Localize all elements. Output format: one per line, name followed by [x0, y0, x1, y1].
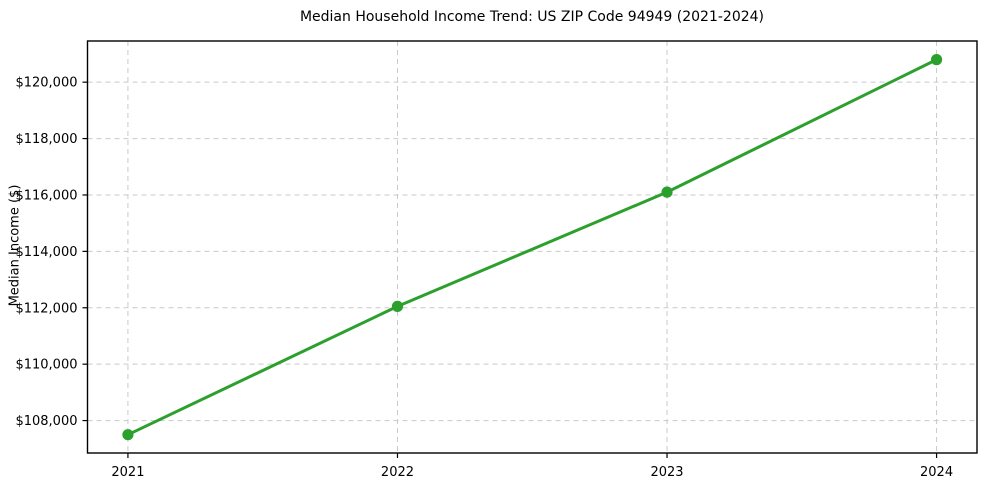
y-tick-label: $114,000 — [15, 245, 77, 260]
data-point-2023 — [661, 186, 673, 198]
x-tick-label: 2024 — [920, 465, 953, 480]
trend-line — [126, 58, 939, 437]
plot-border — [86, 40, 978, 454]
x-tick-label: 2021 — [111, 465, 144, 480]
data-point-2024 — [930, 54, 943, 66]
y-tick-label: $116,000 — [15, 188, 77, 203]
y-tick-label: $108,000 — [15, 414, 77, 429]
x-tick-label: 2023 — [650, 465, 683, 480]
chart-title: Median Household Income Trend: US ZIP Co… — [299, 9, 765, 25]
y-tick-label: $112,000 — [15, 301, 77, 316]
y-tick-label: $110,000 — [15, 358, 77, 373]
y-tick-label: $118,000 — [15, 132, 77, 147]
y-tick-label: $120,000 — [15, 76, 77, 91]
data-point-2021 — [122, 429, 134, 441]
data-point-2022 — [391, 300, 404, 312]
x-tick-label: 2022 — [381, 465, 414, 480]
